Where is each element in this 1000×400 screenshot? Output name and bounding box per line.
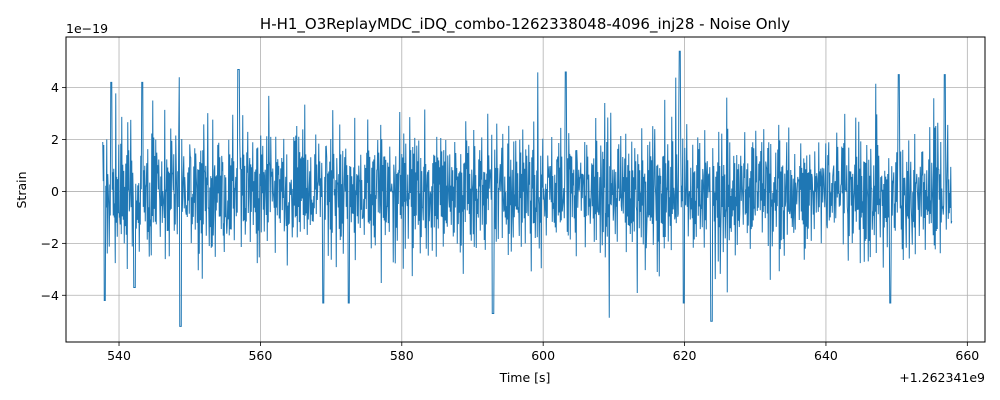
x-tick-label: 620	[673, 348, 697, 363]
y-tick-label: 0	[51, 184, 59, 199]
y-tick-label: 2	[51, 132, 59, 147]
x-axis: 540 560 580 600 620 640 660	[107, 342, 979, 363]
y-scale-label: 1e−19	[66, 21, 108, 36]
y-axis-label: Strain	[14, 171, 29, 208]
x-offset-label: +1.262341e9	[899, 370, 985, 385]
chart-title: H-H1_O3ReplayMDC_iDQ_combo-1262338048-40…	[260, 15, 790, 34]
x-tick-label: 540	[107, 348, 131, 363]
y-tick-label: −4	[41, 288, 59, 303]
x-axis-label: Time [s]	[499, 370, 551, 385]
x-tick-label: 560	[248, 348, 272, 363]
plot-frame	[65, 36, 986, 343]
x-tick-label: 640	[814, 348, 838, 363]
strain-series-line	[102, 50, 953, 327]
y-tick-label: 4	[51, 80, 59, 95]
x-tick-label: 600	[531, 348, 555, 363]
x-tick-label: 660	[955, 348, 979, 363]
y-tick-label: −2	[41, 236, 59, 251]
y-axis: −4 −2 0 2 4	[41, 80, 66, 303]
series-layer	[102, 50, 953, 327]
x-tick-label: 580	[390, 348, 414, 363]
